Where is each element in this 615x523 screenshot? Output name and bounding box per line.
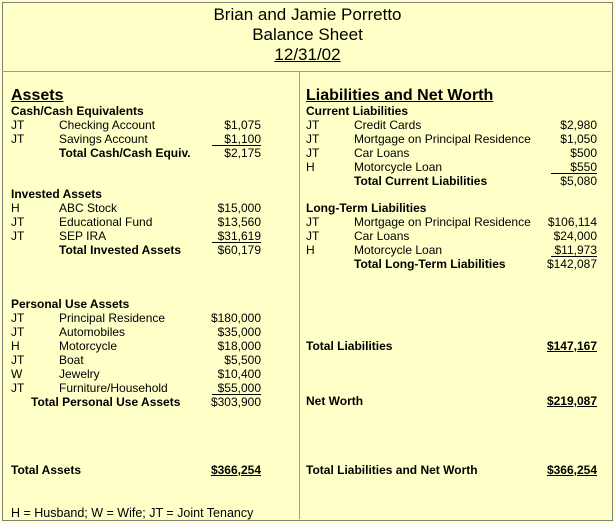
asset-amount: $31,619 xyxy=(217,229,261,243)
liabilities-heading: Liabilities and Net Worth xyxy=(306,87,494,104)
asset-name: Checking Account xyxy=(59,118,156,132)
cash-total-label: Total Cash/Cash Equiv. xyxy=(59,146,191,160)
cash-total-amount: $2,175 xyxy=(224,146,261,160)
current-total-label: Total Current Liabilities xyxy=(354,174,488,188)
subtotal-rule xyxy=(212,145,261,146)
liability-amount: $11,973 xyxy=(554,243,598,257)
liability-name: Credit Cards xyxy=(354,118,422,132)
total-liabilities-net-worth-label: Total Liabilities and Net Worth xyxy=(306,463,478,477)
asset-amount: $55,000 xyxy=(217,381,261,395)
current-liabilities-heading: Current Liabilities xyxy=(306,104,409,118)
invested-total-amount: $60,179 xyxy=(217,243,261,257)
liability-amount: $500 xyxy=(570,146,597,160)
sheet-date: 12/31/02 xyxy=(0,45,615,65)
total-assets-label: Total Assets xyxy=(11,463,82,477)
liability-name: Mortgage on Principal Residence xyxy=(354,132,531,146)
sheet-date-text: 12/31/02 xyxy=(274,45,341,64)
asset-amount: $10,400 xyxy=(217,367,261,381)
personal-total-amount: $303,900 xyxy=(210,395,261,409)
subtotal-rule xyxy=(212,242,261,243)
subtotal-rule xyxy=(551,256,597,257)
liability-name: Car Loans xyxy=(354,229,410,243)
personal-heading: Personal Use Assets xyxy=(11,297,130,311)
asset-owner: JT xyxy=(11,132,25,146)
asset-amount: $5,500 xyxy=(224,353,261,367)
asset-name: Educational Fund xyxy=(59,215,153,229)
subtotal-rule xyxy=(551,173,597,174)
asset-amount: $180,000 xyxy=(210,311,261,325)
asset-owner: JT xyxy=(11,118,25,132)
liability-amount: $550 xyxy=(570,160,597,174)
asset-name: SEP IRA xyxy=(59,229,107,243)
asset-name: Furniture/Household xyxy=(59,381,168,395)
liability-name: Motorcycle Loan xyxy=(354,160,443,174)
header-divider xyxy=(2,71,611,72)
liability-owner: JT xyxy=(306,132,320,146)
asset-name: Savings Account xyxy=(59,132,148,146)
asset-amount: $35,000 xyxy=(217,325,261,339)
long-term-total-label: Total Long-Term Liabilities xyxy=(354,257,506,271)
subtotal-rule xyxy=(212,394,261,395)
asset-amount: $1,075 xyxy=(224,118,261,132)
asset-amount: $1,100 xyxy=(224,132,261,146)
assets-heading: Assets xyxy=(11,87,64,104)
long-term-heading: Long-Term Liabilities xyxy=(306,201,427,215)
asset-name: Boat xyxy=(59,353,84,367)
ownership-legend: H = Husband; W = Wife; JT = Joint Tenanc… xyxy=(11,506,254,520)
invested-heading: Invested Assets xyxy=(11,187,102,201)
liability-owner: JT xyxy=(306,118,320,132)
total-liabilities-amount: $147,167 xyxy=(546,339,597,353)
asset-name: Motorcycle xyxy=(59,339,118,353)
asset-amount: $15,000 xyxy=(217,201,261,215)
liability-owner: H xyxy=(306,243,315,257)
current-total-amount: $5,080 xyxy=(560,174,597,188)
sheet-title: Balance Sheet xyxy=(252,25,363,44)
asset-owner: JT xyxy=(11,215,25,229)
personal-total-label: Total Personal Use Assets xyxy=(31,395,181,409)
asset-name: Principal Residence xyxy=(59,311,166,325)
asset-name: Jewelry xyxy=(59,367,100,381)
asset-owner: W xyxy=(11,367,23,381)
asset-owner: JT xyxy=(11,311,25,325)
liability-name: Motorcycle Loan xyxy=(354,243,443,257)
asset-amount: $18,000 xyxy=(217,339,261,353)
liability-amount: $24,000 xyxy=(553,229,597,243)
long-term-total-amount: $142,087 xyxy=(546,257,597,271)
asset-owner: JT xyxy=(11,381,25,395)
total-liabilities-net-worth-amount: $366,254 xyxy=(546,463,597,477)
liability-name: Mortgage on Principal Residence xyxy=(354,215,531,229)
cash-heading: Cash/Cash Equivalents xyxy=(11,104,144,118)
liability-owner: JT xyxy=(306,215,320,229)
liability-owner: JT xyxy=(306,146,320,160)
asset-owner: JT xyxy=(11,353,25,367)
liability-name: Car Loans xyxy=(354,146,410,160)
asset-owner: JT xyxy=(11,325,25,339)
liability-amount: $2,980 xyxy=(560,118,597,132)
liability-amount: $1,050 xyxy=(560,132,597,146)
asset-owner: H xyxy=(11,201,20,215)
invested-total-label: Total Invested Assets xyxy=(59,243,182,257)
column-divider xyxy=(299,71,300,519)
liability-owner: JT xyxy=(306,229,320,243)
asset-owner: H xyxy=(11,339,20,353)
liability-amount: $106,114 xyxy=(547,215,597,229)
asset-name: Automobiles xyxy=(59,325,126,339)
net-worth-amount: $219,087 xyxy=(546,394,597,408)
net-worth-label: Net Worth xyxy=(306,394,364,408)
asset-owner: JT xyxy=(11,229,25,243)
liability-owner: H xyxy=(306,160,315,174)
total-liabilities-label: Total Liabilities xyxy=(306,339,393,353)
total-assets-amount: $366,254 xyxy=(210,463,261,477)
asset-amount: $13,560 xyxy=(217,215,261,229)
owner-names: Brian and Jamie Porretto xyxy=(213,5,402,24)
asset-name: ABC Stock xyxy=(59,201,118,215)
